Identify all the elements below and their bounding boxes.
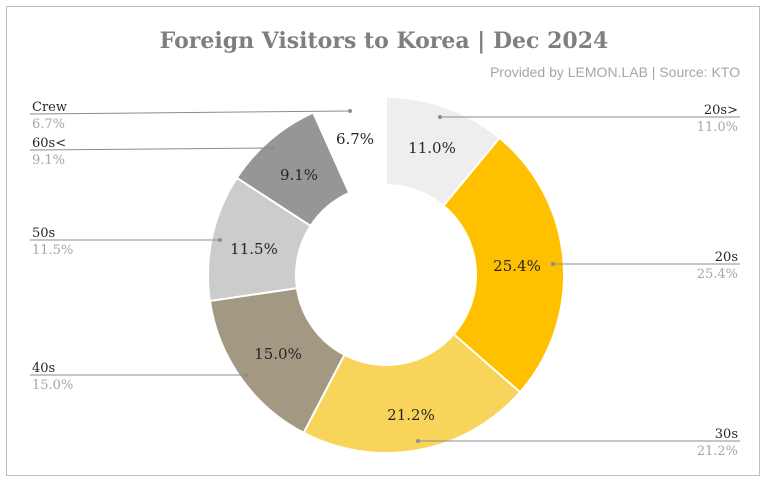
ext-label-name-20s: 20s: [715, 250, 738, 265]
ext-label-value-30s: 21.2%: [697, 444, 738, 459]
donut-slice-Crew: [310, 88, 386, 187]
ext-label-value-Crew: 6.7%: [32, 117, 65, 132]
ext-label-value-60s<: 9.1%: [32, 153, 65, 168]
slice-label-40s: 15.0%: [254, 345, 302, 363]
ext-label-name-60s<: 60s<: [32, 136, 66, 151]
chart-title: Foreign Visitors to Korea | Dec 2024: [159, 28, 609, 54]
ext-label-name-40s: 40s: [32, 361, 55, 376]
leader-dot-Crew: [348, 109, 352, 113]
slice-label-20s: 25.4%: [493, 257, 541, 275]
slice-label-50s: 11.5%: [230, 240, 278, 258]
donut-slice-30s: [302, 332, 522, 454]
slice-label-20s>: 11.0%: [408, 139, 456, 157]
leader-dot-50s: [218, 238, 222, 242]
leader-dot-60s<: [271, 146, 275, 150]
ext-label-value-20s>: 11.0%: [697, 120, 738, 135]
ext-label-name-30s: 30s: [715, 427, 738, 442]
leader-line-60s<: [29, 147, 274, 151]
leader-line-Crew: [29, 110, 351, 115]
ext-label-name-20s>: 20s>: [704, 103, 738, 118]
leader-dot-20s: [551, 262, 555, 266]
slice-label-60s<: 9.1%: [280, 166, 318, 184]
leader-dot-30s: [416, 439, 420, 443]
slice-label-30s: 21.2%: [387, 406, 435, 424]
donut-slice-40s: [208, 286, 346, 435]
ext-label-value-20s: 25.4%: [697, 267, 738, 282]
donut-slice-20s: [442, 136, 565, 394]
ext-label-name-50s: 50s: [32, 226, 55, 241]
leader-dot-40s: [244, 373, 248, 377]
ext-label-value-40s: 15.0%: [32, 378, 73, 393]
ext-label-value-50s: 11.5%: [32, 243, 73, 258]
slice-label-Crew: 6.7%: [336, 130, 374, 148]
donut-slice-60s<: [235, 111, 351, 228]
chart-subtitle: Provided by LEMON.LAB | Source: KTO: [489, 64, 740, 80]
leader-dot-20s>: [438, 115, 442, 119]
ext-label-name-Crew: Crew: [32, 100, 67, 115]
